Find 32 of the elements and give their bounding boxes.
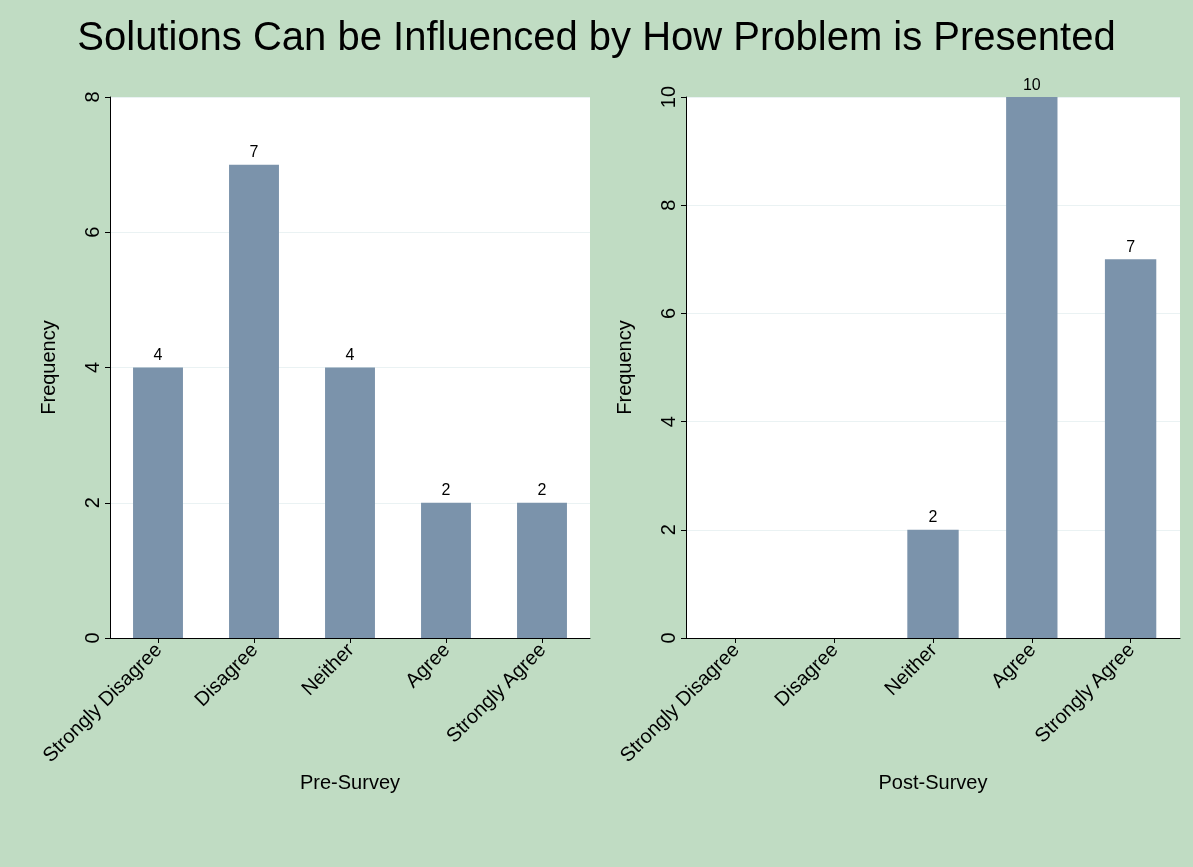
data-label: 2 bbox=[537, 481, 547, 499]
y-tick-label: 6 bbox=[657, 307, 679, 319]
y-tick-label: 0 bbox=[657, 632, 679, 644]
y-tick-label: 2 bbox=[81, 497, 103, 509]
y-tick-label: 4 bbox=[657, 416, 679, 428]
data-label: 7 bbox=[1126, 237, 1136, 255]
y-tick-label: 6 bbox=[81, 226, 103, 238]
bar bbox=[133, 367, 183, 638]
data-label: 4 bbox=[153, 346, 163, 363]
data-label: 2 bbox=[441, 481, 451, 499]
y-axis-title: Frequency bbox=[613, 320, 635, 415]
data-label: 10 bbox=[1022, 75, 1041, 93]
y-axis-title: Frequency bbox=[37, 320, 59, 415]
y-tick-label: 8 bbox=[657, 199, 679, 211]
bar bbox=[1104, 259, 1157, 638]
bar bbox=[421, 502, 471, 638]
data-label: 2 bbox=[928, 508, 938, 526]
y-tick-label: 0 bbox=[81, 632, 103, 644]
x-axis-title: Pre-Survey bbox=[299, 771, 401, 794]
bar bbox=[1006, 97, 1058, 638]
bar bbox=[229, 164, 279, 638]
y-tick-label: 4 bbox=[81, 361, 103, 374]
data-label: 7 bbox=[249, 143, 259, 161]
bar bbox=[907, 529, 959, 638]
bar bbox=[517, 502, 567, 638]
y-tick-label: 2 bbox=[657, 524, 679, 536]
x-axis-title: Post-Survey bbox=[878, 771, 988, 794]
y-tick-label: 8 bbox=[81, 91, 103, 103]
data-label: 4 bbox=[345, 346, 355, 363]
chart-title: Solutions Can be Influenced by How Problem is Presented bbox=[76, 14, 1117, 60]
bar bbox=[325, 367, 375, 638]
y-tick-label: 10 bbox=[657, 85, 679, 109]
